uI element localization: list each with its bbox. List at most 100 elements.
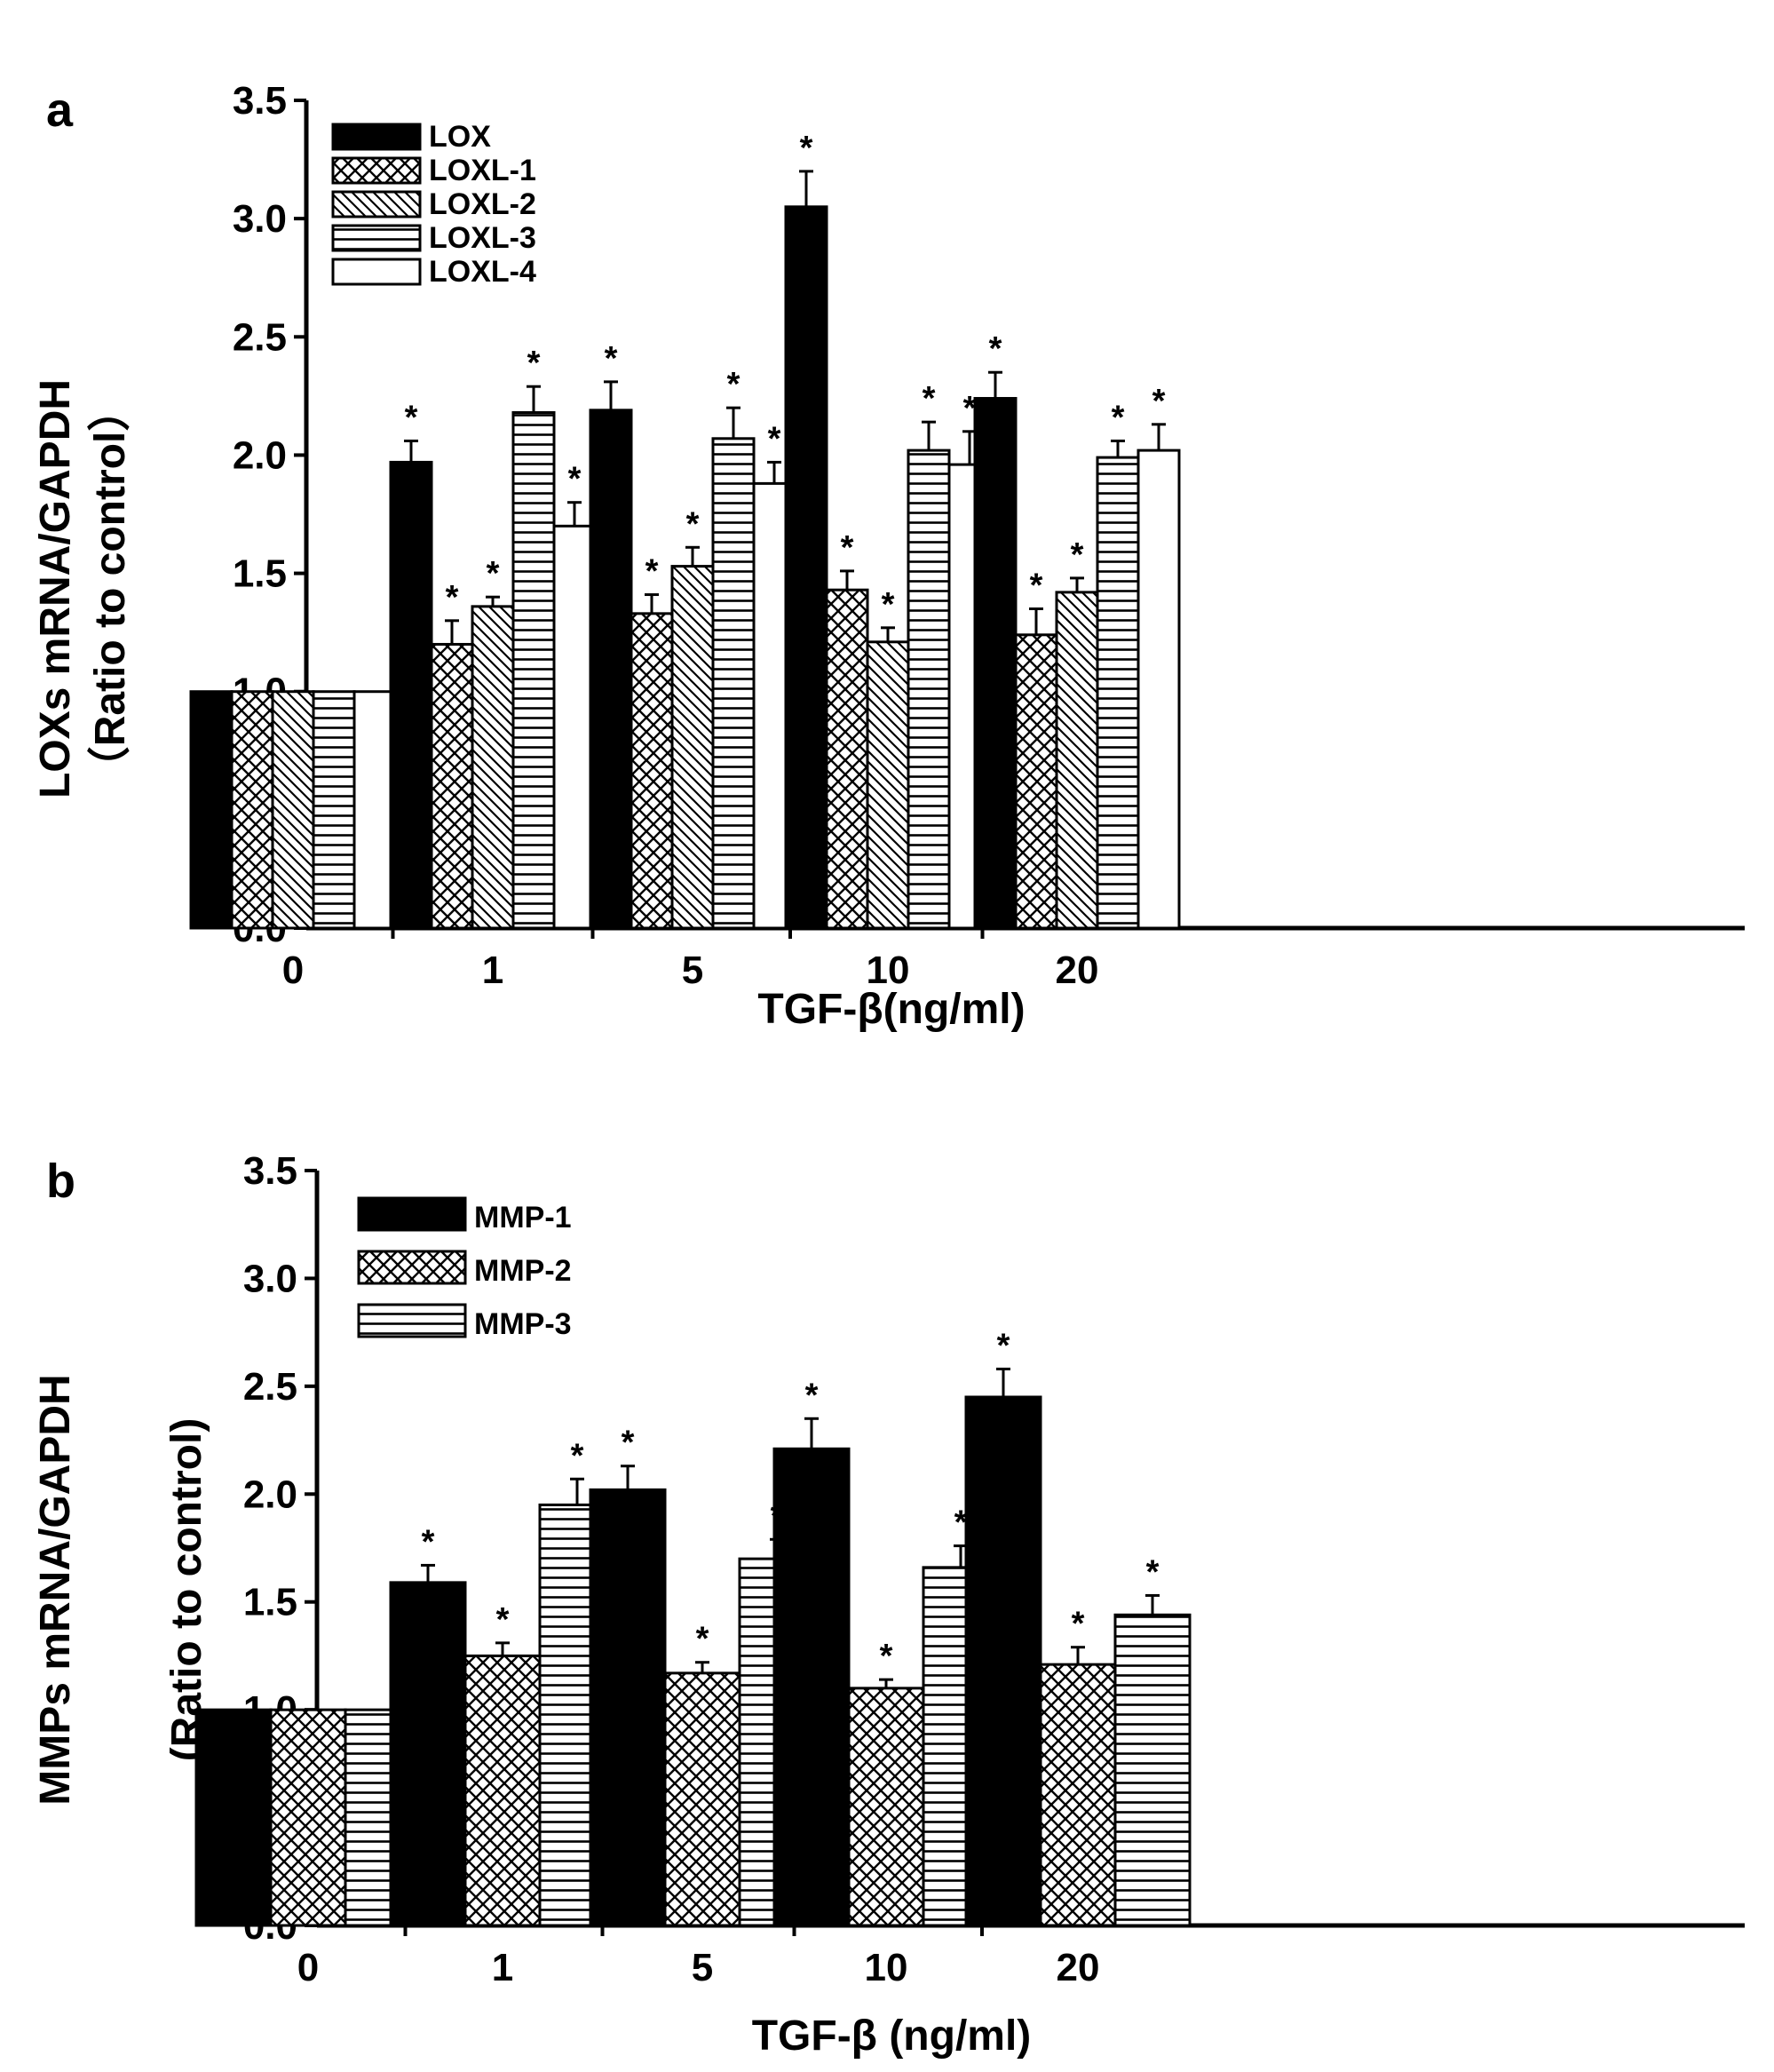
panel-a-y-tick-label: 1.5 bbox=[233, 552, 287, 596]
panel-a-bar bbox=[189, 690, 234, 930]
panel-b-significance-star: * bbox=[422, 1523, 435, 1560]
panel-b-significance-star: * bbox=[496, 1601, 510, 1639]
panel-a-bar bbox=[1055, 591, 1099, 930]
panel-a-bar bbox=[1096, 456, 1140, 930]
panel-a-plot: 0.00.51.01.52.02.53.03.50151020*********… bbox=[189, 79, 1745, 992]
panel-b-significance-star: * bbox=[1072, 1606, 1085, 1643]
panel-a-significance-star: * bbox=[686, 505, 700, 543]
panel-a-significance-star: * bbox=[446, 579, 459, 616]
panel-a-significance-star: * bbox=[727, 366, 740, 403]
panel-b-x-tick-label: 0 bbox=[297, 1946, 319, 1989]
panel-a-significance-star: * bbox=[568, 461, 582, 498]
panel-a-significance-star: * bbox=[1030, 568, 1043, 605]
panel-b-y-axis-title-line2: (Ratio to control) bbox=[163, 1418, 210, 1762]
panel-b-significance-star: * bbox=[571, 1437, 584, 1474]
panel-b-x-tick-label: 5 bbox=[692, 1946, 713, 1989]
panel-a-y-axis-title-line2: （Ratio to control） bbox=[87, 389, 134, 790]
panel-a-legend-label: LOXL-2 bbox=[429, 187, 536, 221]
panel-b-x-tick-label: 20 bbox=[1057, 1946, 1100, 1989]
panel-b-significance-star: * bbox=[696, 1621, 709, 1658]
panel-a-x-tick-label: 20 bbox=[1056, 949, 1099, 992]
panel-a: a 0.00.51.01.52.02.53.03.50151020*******… bbox=[32, 79, 1745, 1033]
panel-b-bar bbox=[389, 1581, 467, 1927]
panel-b-significance-star: * bbox=[880, 1638, 893, 1675]
panel-a-legend-swatch bbox=[331, 156, 422, 185]
panel-a-legend-swatch bbox=[331, 190, 422, 218]
panel-a-x-tick-label: 10 bbox=[867, 949, 910, 992]
panel-b-bar bbox=[1113, 1613, 1192, 1927]
panel-b-bar bbox=[269, 1708, 347, 1927]
panel-b-bar bbox=[663, 1671, 741, 1927]
panel-b-significance-star: * bbox=[1146, 1553, 1160, 1591]
panel-a-bar bbox=[552, 524, 597, 930]
panel-b-x-axis-title: TGF-β (ng/ml) bbox=[752, 2012, 1032, 2060]
panel-a-legend-label: LOXL-3 bbox=[429, 221, 536, 255]
panel-b-plot: 0.00.51.01.52.02.53.03.50151020*********… bbox=[194, 1149, 1745, 1989]
panel-a-significance-star: * bbox=[882, 586, 895, 623]
panel-b-significance-star: * bbox=[954, 1504, 968, 1542]
panel-b: b 0.00.51.01.52.02.53.03.50151020*******… bbox=[32, 1149, 1745, 2060]
panel-a-significance-star: * bbox=[405, 399, 418, 436]
panel-b-y-axis-title: MMPs mRNA/GAPDH (Ratio to control) bbox=[32, 1374, 210, 1805]
panel-b-significance-star: * bbox=[622, 1425, 635, 1462]
panel-letter-a: a bbox=[46, 83, 74, 137]
panel-a-significance-star: * bbox=[989, 330, 1002, 368]
panel-b-y-tick-label: 2.5 bbox=[243, 1365, 297, 1409]
panel-b-legend: MMP-1 MMP-2 MMP-3 bbox=[357, 1196, 572, 1341]
panel-b-bar bbox=[589, 1488, 667, 1927]
panel-a-bar bbox=[1136, 449, 1181, 930]
panel-b-bar bbox=[1039, 1663, 1117, 1927]
panel-a-bar bbox=[312, 690, 356, 930]
panel-b-significance-star: * bbox=[997, 1327, 1010, 1364]
panel-a-significance-star: * bbox=[1152, 383, 1166, 420]
panel-a-significance-star: * bbox=[1112, 399, 1125, 436]
panel-a-bar bbox=[511, 410, 556, 930]
panel-a-bar bbox=[670, 565, 715, 930]
panel-b-legend-label: MMP-1 bbox=[474, 1201, 572, 1234]
panel-a-x-tick-label: 1 bbox=[482, 949, 503, 992]
panel-a-significance-star: * bbox=[487, 555, 500, 592]
panel-b-significance-star: * bbox=[805, 1377, 819, 1414]
panel-a-significance-star: * bbox=[605, 340, 618, 377]
panel-a-bar bbox=[389, 460, 433, 930]
panel-a-bar bbox=[471, 605, 515, 930]
panel-a-significance-star: * bbox=[645, 553, 659, 591]
panel-a-y-tick-label: 2.0 bbox=[233, 433, 287, 477]
panel-a-bar bbox=[271, 690, 315, 930]
panel-a-legend-swatch bbox=[331, 123, 422, 151]
panel-b-bar bbox=[772, 1447, 851, 1927]
panel-a-legend-label: LOX bbox=[429, 120, 491, 154]
panel-a-bar bbox=[711, 437, 756, 930]
panel-a-bar bbox=[907, 449, 951, 930]
panel-a-significance-star: * bbox=[768, 420, 781, 457]
panel-a-significance-star: * bbox=[923, 380, 936, 417]
panel-a-legend-swatch bbox=[331, 224, 422, 252]
panel-a-bar bbox=[825, 588, 869, 930]
panel-b-legend-label: MMP-2 bbox=[474, 1254, 572, 1288]
panel-b-y-tick-label: 2.0 bbox=[243, 1473, 297, 1516]
panel-b-y-axis-title-line1: MMPs mRNA/GAPDH bbox=[32, 1374, 79, 1805]
panel-a-x-axis-title: TGF-β(ng/ml) bbox=[757, 986, 1025, 1033]
panel-a-y-tick-label: 3.5 bbox=[233, 79, 287, 123]
panel-b-legend-swatch bbox=[357, 1250, 467, 1285]
panel-a-y-axis-title: LOXs mRNA/GAPDH （Ratio to control） bbox=[32, 379, 134, 798]
panel-a-bar bbox=[352, 690, 397, 930]
panel-b-bar bbox=[847, 1687, 925, 1927]
panel-a-bar bbox=[430, 642, 474, 930]
panel-a-x-tick-label: 5 bbox=[682, 949, 703, 992]
panel-a-legend-swatch bbox=[331, 258, 422, 286]
panel-a-bar bbox=[866, 640, 910, 930]
panel-b-y-tick-label: 3.0 bbox=[243, 1257, 297, 1300]
panel-a-y-tick-label: 3.0 bbox=[233, 197, 287, 241]
panel-a-significance-star: * bbox=[1071, 536, 1084, 574]
panel-a-x-tick-label: 0 bbox=[282, 949, 304, 992]
panel-b-legend-label: MMP-3 bbox=[474, 1307, 572, 1341]
panel-a-bar bbox=[589, 409, 633, 930]
panel-b-y-tick-label: 3.5 bbox=[243, 1149, 297, 1193]
panel-a-significance-star: * bbox=[527, 345, 541, 382]
panel-a-y-tick-label: 2.5 bbox=[233, 315, 287, 359]
panel-letter-b: b bbox=[46, 1155, 75, 1208]
panel-b-bar bbox=[964, 1395, 1042, 1927]
